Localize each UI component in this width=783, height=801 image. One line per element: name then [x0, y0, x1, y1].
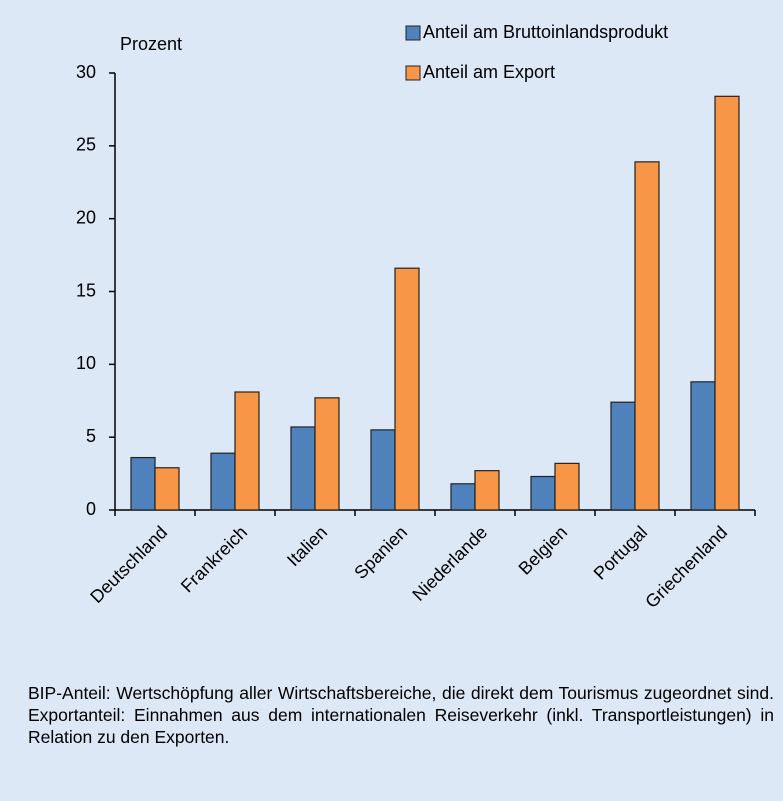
bar [474, 470, 500, 511]
y-tick-label: 25 [76, 135, 96, 155]
footnote: BIP-Anteil: Wertschöpfung aller Wirtscha… [28, 683, 774, 747]
bar [634, 161, 660, 511]
x-tick-label: Belgien [515, 522, 572, 579]
bar [234, 391, 260, 511]
bar [450, 483, 476, 511]
legend-swatch [405, 65, 421, 81]
x-tick-label: Deutschland [86, 522, 171, 607]
legend-label: Anteil am Bruttoinlandsprodukt [423, 22, 668, 42]
bar [394, 267, 420, 511]
bar [530, 475, 556, 511]
bar [714, 95, 740, 511]
bar [610, 401, 636, 511]
y-tick-label: 10 [76, 353, 96, 373]
x-tick-label: Portugal [590, 522, 652, 584]
bar [690, 381, 716, 511]
x-tick-label: Griechenland [641, 522, 731, 612]
x-tick-label: Italien [283, 522, 331, 570]
bar [314, 397, 340, 511]
legend-swatch [405, 25, 421, 41]
bar [554, 462, 580, 511]
y-axis-label: Prozent [120, 34, 182, 54]
bar [154, 467, 180, 511]
chart: Prozent 0 5 10 15 20 25 30 Deutschland Frankreic… [76, 22, 756, 612]
y-tick-label: 15 [76, 280, 96, 300]
y-tick-label: 30 [76, 62, 96, 82]
bar [130, 456, 156, 511]
y-tick-label: 0 [86, 499, 96, 519]
y-tick-label: 5 [86, 426, 96, 446]
legend-label: Anteil am Export [423, 62, 555, 82]
bar [290, 426, 316, 511]
x-tick-label: Spanien [350, 522, 411, 583]
y-tick-label: 20 [76, 207, 96, 227]
x-tick-label: Niederlande [408, 522, 491, 605]
x-tick-label: Frankreich [177, 522, 251, 596]
bar [210, 452, 236, 511]
bar [370, 429, 396, 511]
